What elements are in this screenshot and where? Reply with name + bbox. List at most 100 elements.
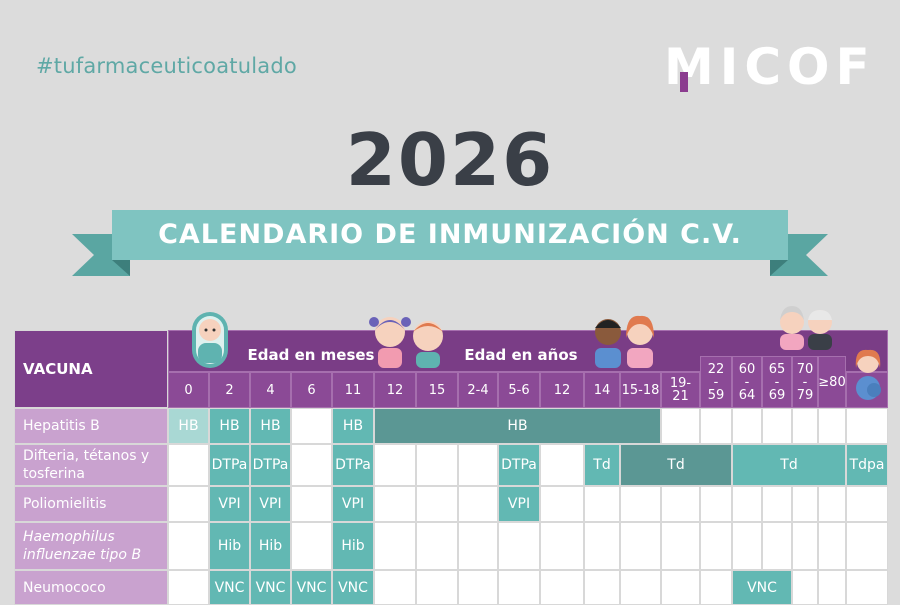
dose-cell: VPI <box>250 486 291 522</box>
dose-cell: VPI <box>332 486 374 522</box>
vacuna-header: VACUNA <box>14 330 168 408</box>
col-header-15: 65 - 69 <box>762 356 792 408</box>
empty-cell <box>374 522 416 570</box>
empty-cell <box>620 486 661 522</box>
dose-cell: Hib <box>250 522 291 570</box>
col-header-17: ≥80 <box>818 356 846 408</box>
empty-cell <box>291 522 332 570</box>
row-label-1: Difteria, tétanos y tosferina <box>14 444 168 486</box>
elderly-couple-icon <box>780 306 832 350</box>
dose-cell: Hib <box>332 522 374 570</box>
col-header-9: 12 <box>540 372 584 408</box>
empty-cell <box>818 522 846 570</box>
col-header-11: 15-18 <box>620 372 661 408</box>
empty-cell <box>732 408 762 444</box>
dose-cell: VNC <box>209 570 250 605</box>
empty-cell <box>732 486 762 522</box>
dose-cell: Tdpa <box>846 444 888 486</box>
dose-cell: VNC <box>732 570 792 605</box>
empty-cell <box>818 486 846 522</box>
empty-cell <box>374 444 416 486</box>
empty-cell <box>700 570 732 605</box>
empty-cell <box>540 444 584 486</box>
col-header-3: 6 <box>291 372 332 408</box>
dose-cell: Td <box>620 444 732 486</box>
col-header-7: 2-4 <box>458 372 498 408</box>
dose-cell: Td <box>584 444 620 486</box>
dose-cell: VPI <box>209 486 250 522</box>
empty-cell <box>762 522 792 570</box>
empty-cell <box>700 522 732 570</box>
empty-cell <box>700 486 732 522</box>
empty-cell <box>846 522 888 570</box>
empty-cell <box>818 570 846 605</box>
row-label-4: Neumococo <box>14 570 168 605</box>
empty-cell <box>620 522 661 570</box>
micof-logo: MICOF <box>664 38 876 96</box>
empty-cell <box>458 444 498 486</box>
empty-cell <box>818 408 846 444</box>
dose-cell: HB <box>332 408 374 444</box>
dose-cell: HB <box>168 408 209 444</box>
row-label-0: Hepatitis B <box>14 408 168 444</box>
dose-cell: DTPa <box>250 444 291 486</box>
col-header-16: 70 - 79 <box>792 356 818 408</box>
col-header-6: 15 <box>416 372 458 408</box>
dose-cell: DTPa <box>209 444 250 486</box>
empty-cell <box>416 486 458 522</box>
dose-cell: HB <box>374 408 661 444</box>
empty-cell <box>700 408 732 444</box>
col-header-14: 60 - 64 <box>732 356 762 408</box>
row-label-3: Haemophilus influenzae tipo B <box>14 522 168 570</box>
hashtag: #tufarmaceuticoatulado <box>36 54 297 78</box>
empty-cell <box>458 486 498 522</box>
empty-cell <box>540 522 584 570</box>
empty-cell <box>661 522 700 570</box>
empty-cell <box>291 444 332 486</box>
empty-cell <box>416 444 458 486</box>
dose-cell: DTPa <box>332 444 374 486</box>
children-icon <box>369 317 443 368</box>
empty-cell <box>846 408 888 444</box>
col-header-5: 12 <box>374 372 416 408</box>
empty-cell <box>374 570 416 605</box>
empty-cell <box>540 486 584 522</box>
group-months-label: Edad en meses <box>247 346 375 364</box>
empty-cell <box>498 522 540 570</box>
col-header-12: 19-21 <box>661 372 700 408</box>
col-header-10: 14 <box>584 372 620 408</box>
empty-cell <box>458 522 498 570</box>
empty-cell <box>846 486 888 522</box>
empty-cell <box>374 486 416 522</box>
dose-cell: DTPa <box>498 444 540 486</box>
dose-cell: Hib <box>209 522 250 570</box>
empty-cell <box>661 486 700 522</box>
dose-cell: VNC <box>250 570 291 605</box>
empty-cell <box>846 570 888 605</box>
dose-cell: HB <box>250 408 291 444</box>
empty-cell <box>168 444 209 486</box>
empty-cell <box>584 486 620 522</box>
empty-cell <box>584 570 620 605</box>
col-header-4: 11 <box>332 372 374 408</box>
col-header-2: 4 <box>250 372 291 408</box>
empty-cell <box>762 486 792 522</box>
empty-cell <box>732 522 762 570</box>
year-title: 2026 <box>345 118 555 202</box>
empty-cell <box>762 408 792 444</box>
empty-cell <box>584 522 620 570</box>
empty-cell <box>416 522 458 570</box>
group-years-label: Edad en años <box>464 346 578 364</box>
empty-cell <box>540 570 584 605</box>
col-header-1: 2 <box>209 372 250 408</box>
empty-cell <box>168 486 209 522</box>
dose-cell: VPI <box>498 486 540 522</box>
empty-cell <box>792 486 818 522</box>
col-header-8: 5-6 <box>498 372 540 408</box>
empty-cell <box>168 522 209 570</box>
dose-cell: VNC <box>291 570 332 605</box>
empty-cell <box>291 486 332 522</box>
teenagers-icon <box>595 315 654 368</box>
dose-cell: Td <box>732 444 846 486</box>
empty-cell <box>661 570 700 605</box>
